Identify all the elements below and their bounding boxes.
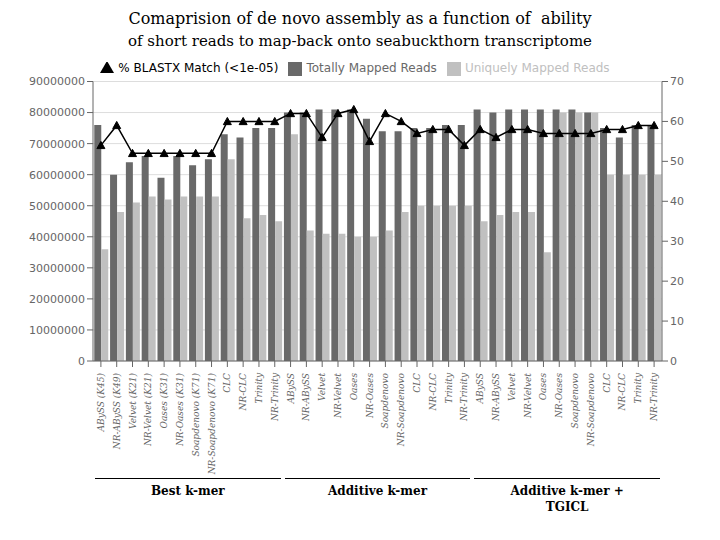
svg-text:50: 50 — [670, 155, 684, 168]
svg-text:CLC: CLC — [602, 373, 612, 393]
svg-text:80000000: 80000000 — [29, 106, 85, 119]
svg-text:NR-CLC: NR-CLC — [238, 373, 248, 412]
svg-text:60: 60 — [670, 115, 684, 128]
svg-text:0: 0 — [78, 355, 85, 368]
html-text:Additive k-mer +: Additive k-mer + — [510, 484, 624, 498]
svg-text:NR-Trinity: NR-Trinity — [459, 372, 469, 422]
html-text:Best k-mer: Best k-mer — [151, 484, 225, 498]
html-text:Uniquely Mapped Reads: Uniquely Mapped Reads — [464, 61, 610, 75]
svg-text:NR-Velvet: NR-Velvet — [523, 373, 533, 419]
svg-text:90000000: 90000000 — [29, 75, 85, 88]
svg-text:NR-Oases: NR-Oases — [554, 373, 564, 419]
svg-text:Velvet: Velvet — [507, 373, 517, 401]
svg-text:Soapdenovo (K71): Soapdenovo (K71) — [191, 373, 201, 457]
svg-text:10: 10 — [670, 315, 684, 328]
svg-text:NR-Oases: NR-Oases — [365, 373, 375, 419]
svg-text:NR-ABySS: NR-ABySS — [491, 373, 501, 422]
html-text:Additive k-mer: Additive k-mer — [328, 484, 427, 498]
svg-text:20000000: 20000000 — [29, 293, 85, 306]
svg-text:70: 70 — [670, 75, 684, 88]
svg-text:NR-ABySS (K49): NR-ABySS (K49) — [112, 373, 122, 451]
svg-text:NR-Velvet: NR-Velvet — [333, 373, 343, 419]
svg-text:Soapdenovo: Soapdenovo — [380, 372, 390, 428]
svg-text:40: 40 — [670, 195, 684, 208]
svg-text:NR-Soapdenovo: NR-Soapdenovo — [586, 372, 596, 447]
svg-text:0: 0 — [670, 355, 677, 368]
svg-text:30000000: 30000000 — [29, 262, 85, 275]
svg-text:70000000: 70000000 — [29, 138, 85, 151]
svg-text:Velvet: Velvet — [317, 373, 327, 401]
svg-text:10000000: 10000000 — [29, 324, 85, 337]
html-text:of short reads to map-back ont: of short reads to map-back onto seabuckt… — [128, 32, 592, 50]
svg-text:Velvet (K21): Velvet (K21) — [128, 373, 138, 429]
svg-text:NR-Oases (K31): NR-Oases (K31) — [175, 373, 185, 448]
svg-text:NR-CLC: NR-CLC — [428, 373, 438, 412]
svg-text:60000000: 60000000 — [29, 169, 85, 182]
svg-text:Soapdenovo: Soapdenovo — [570, 372, 580, 428]
html-text:TGICL: TGICL — [545, 500, 589, 514]
svg-text:ABySS: ABySS — [475, 373, 485, 404]
svg-text:NR-Velvet (K21): NR-Velvet (K21) — [143, 373, 153, 447]
html-text:% BLASTX Match (<1e-05): % BLASTX Match (<1e-05) — [118, 61, 279, 75]
svg-text:30: 30 — [670, 235, 684, 248]
svg-text:ABySS: ABySS — [286, 373, 296, 404]
svg-text:Oases: Oases — [349, 373, 359, 401]
svg-text:CLC: CLC — [412, 373, 422, 393]
svg-text:Oases (K31): Oases (K31) — [159, 373, 169, 429]
svg-text:Oases: Oases — [538, 373, 548, 401]
svg-text:NR-CLC: NR-CLC — [617, 373, 627, 412]
svg-text:Trinity: Trinity — [254, 372, 264, 403]
svg-text:50000000: 50000000 — [29, 200, 85, 213]
html-text:Comaprision of de novo assembl: Comaprision of de novo assembly as a fun… — [128, 9, 592, 28]
svg-text:20: 20 — [670, 275, 684, 288]
svg-text:NR-ABySS: NR-ABySS — [301, 373, 311, 422]
svg-text:Trinity: Trinity — [633, 372, 643, 403]
svg-text:40000000: 40000000 — [29, 231, 85, 244]
svg-text:CLC: CLC — [222, 373, 232, 393]
html-text:Totally Mapped Reads: Totally Mapped Reads — [306, 61, 437, 75]
svg-text:NR-Soapdenovo (K71): NR-Soapdenovo (K71) — [207, 373, 217, 476]
svg-text:NR-Soapdenovo: NR-Soapdenovo — [396, 372, 406, 447]
svg-text:NR-Trinity: NR-Trinity — [270, 372, 280, 422]
svg-text:NR-Trinity: NR-Trinity — [649, 372, 659, 422]
svg-text:ABySS (K45): ABySS (K45) — [96, 373, 106, 433]
svg-text:Trinity: Trinity — [444, 372, 454, 403]
